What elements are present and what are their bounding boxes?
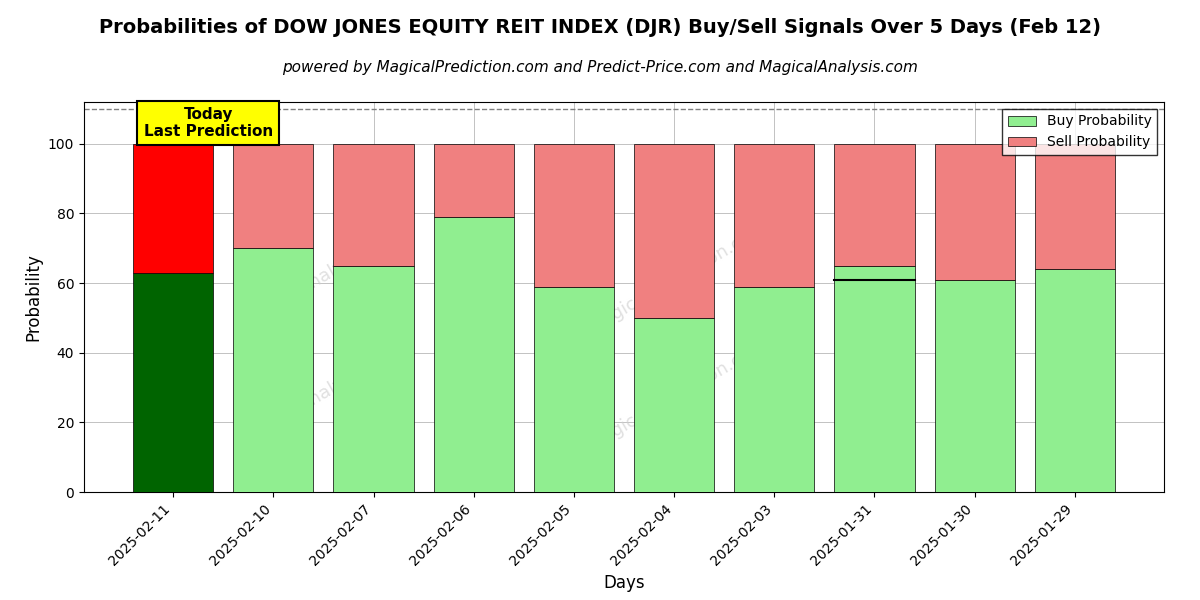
Bar (133, 272, 214, 492)
Bar (935, 280, 1015, 492)
Bar (233, 248, 313, 492)
Bar (1034, 144, 1115, 269)
Bar (433, 144, 514, 217)
Bar (634, 144, 714, 318)
Bar (334, 266, 414, 492)
Text: powered by MagicalPrediction.com and Predict-Price.com and MagicalAnalysis.com: powered by MagicalPrediction.com and Pre… (282, 60, 918, 75)
Bar (834, 144, 914, 266)
Bar (734, 287, 815, 492)
Bar (834, 266, 914, 492)
Text: MagicalPrediction.com: MagicalPrediction.com (586, 219, 770, 336)
Legend: Buy Probability, Sell Probability: Buy Probability, Sell Probability (1002, 109, 1157, 155)
Bar (534, 287, 614, 492)
Bar (634, 318, 714, 492)
Bar (433, 217, 514, 492)
Text: Probabilities of DOW JONES EQUITY REIT INDEX (DJR) Buy/Sell Signals Over 5 Days : Probabilities of DOW JONES EQUITY REIT I… (98, 18, 1102, 37)
Text: MagicalAnalysis.com: MagicalAnalysis.com (235, 223, 408, 332)
X-axis label: Days: Days (604, 574, 644, 592)
Bar (534, 144, 614, 287)
Bar (233, 144, 313, 248)
Bar (334, 144, 414, 266)
Text: MagicalAnalysis.com: MagicalAnalysis.com (235, 340, 408, 449)
Y-axis label: Probability: Probability (24, 253, 42, 341)
Bar (133, 144, 214, 272)
Text: MagicalPrediction.com: MagicalPrediction.com (586, 336, 770, 453)
Bar (734, 144, 815, 287)
Bar (1034, 269, 1115, 492)
Text: Today
Last Prediction: Today Last Prediction (144, 107, 272, 139)
Bar (935, 144, 1015, 280)
